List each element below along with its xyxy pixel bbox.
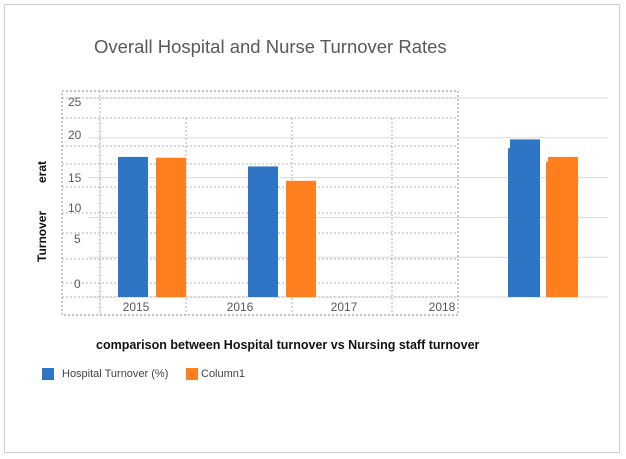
x-tick-label: 2018 — [429, 300, 456, 314]
legend-item-hospital: Hospital Turnover (%) — [42, 368, 168, 380]
y-tick-label: 20 — [68, 128, 82, 142]
legend-item-column1: Column1 — [186, 368, 245, 380]
bar-column1 — [156, 157, 186, 297]
y-axis-label-erat: erat — [35, 161, 49, 183]
y-tick-label: 5 — [74, 232, 81, 246]
legend-label-column1: Column1 — [201, 368, 246, 380]
y-tick-label: 25 — [68, 95, 82, 109]
y-tick-label: 0 — [74, 277, 81, 291]
bar-hospital-turnover — [248, 166, 278, 297]
x-tick-label: 2016 — [227, 300, 254, 314]
y-axis-label-turnover: Turnover — [35, 211, 49, 262]
bar-hospital-turnover — [118, 156, 148, 297]
bar-column1 — [548, 156, 578, 297]
x-tick-label: 2015 — [123, 300, 150, 314]
overlay-border — [61, 90, 459, 316]
legend-swatch-hospital — [42, 368, 54, 380]
legend-label-hospital: Hospital Turnover (%) — [62, 368, 169, 380]
bar-hospital-turnover — [510, 139, 540, 297]
x-tick-label: 2017 — [331, 300, 358, 314]
bar-column1 — [286, 180, 316, 297]
y-tick-label: 15 — [68, 171, 82, 185]
y-tick-label: 10 — [68, 201, 82, 215]
x-axis-title: comparison between Hospital turnover vs … — [96, 338, 480, 352]
chart-title: Overall Hospital and Nurse Turnover Rate… — [94, 36, 447, 57]
legend-swatch-column1 — [186, 368, 198, 380]
